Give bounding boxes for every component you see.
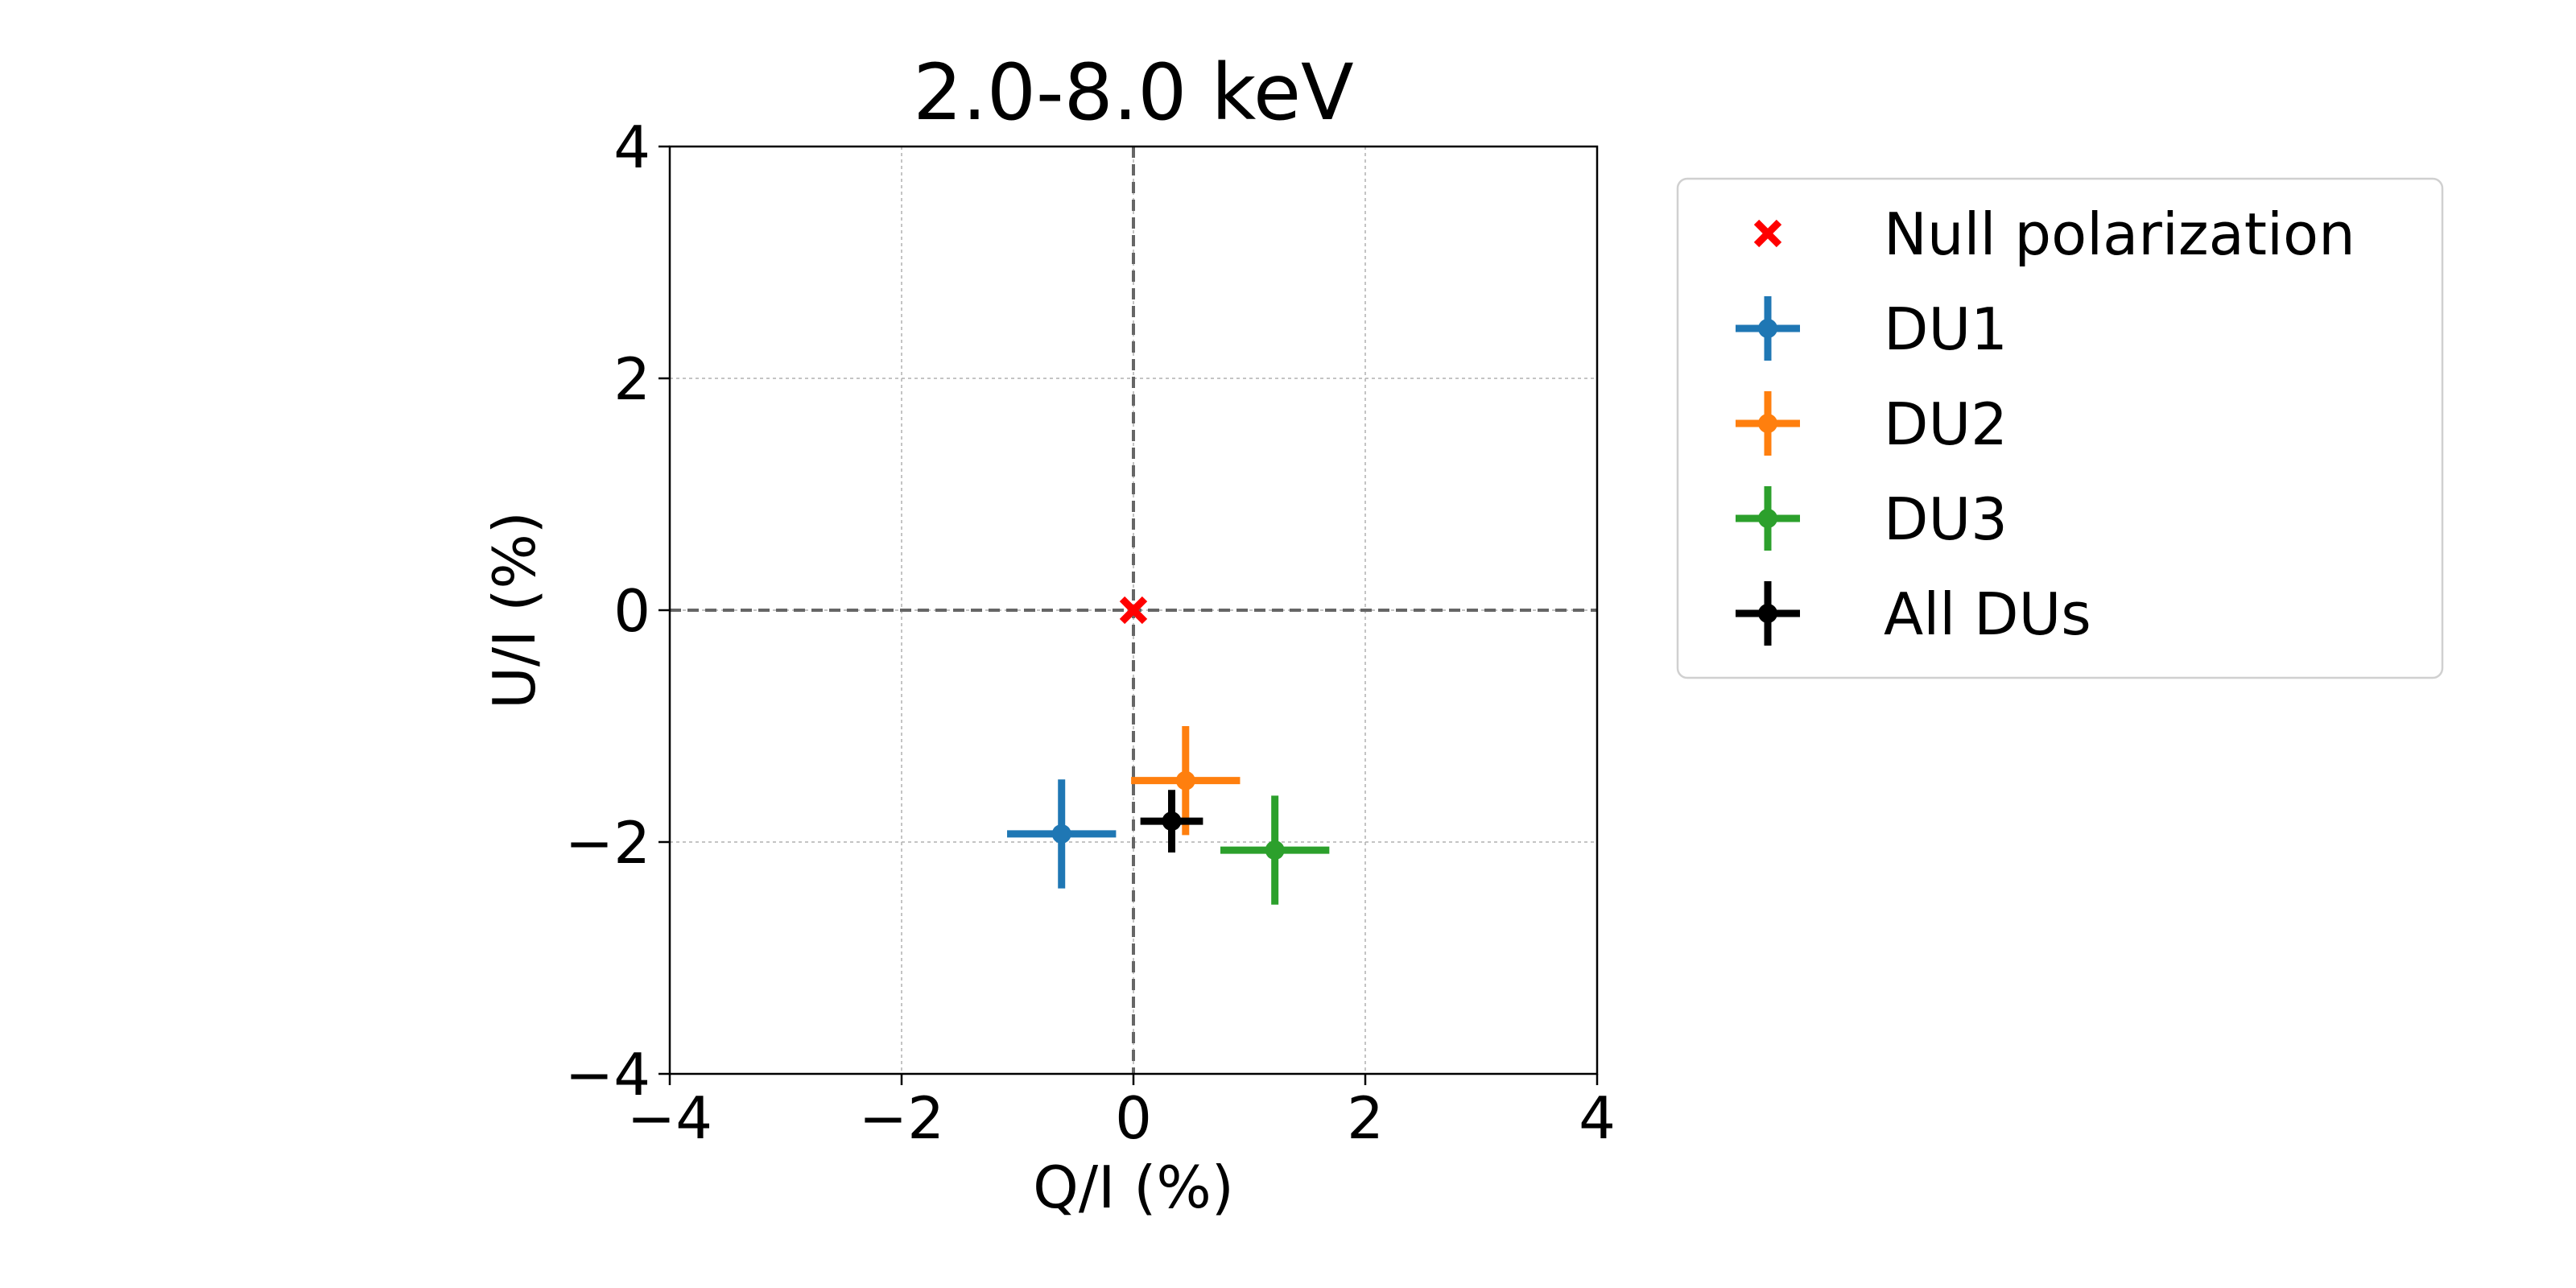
legend-item-du3: DU3 bbox=[1736, 485, 2008, 553]
data-point-null-polarization bbox=[1119, 596, 1148, 625]
point-marker bbox=[1265, 840, 1285, 861]
data-point-du1 bbox=[1007, 779, 1117, 889]
legend: Null polarization DU1 DU2 DU3 All DUs bbox=[1676, 177, 2444, 679]
x-tick-label: 0 bbox=[1115, 1084, 1152, 1152]
y-tick-label: −2 bbox=[565, 809, 650, 877]
point-marker bbox=[1175, 770, 1195, 791]
legend-swatch bbox=[1736, 581, 1800, 646]
legend-swatch-dot bbox=[1758, 414, 1777, 433]
point-marker bbox=[1051, 824, 1071, 844]
legend-label: DU3 bbox=[1884, 485, 2008, 553]
x-tick-label: −2 bbox=[859, 1084, 944, 1152]
data-point-du2 bbox=[1131, 726, 1241, 836]
legend-label: Null polarization bbox=[1884, 200, 2355, 268]
series-du1 bbox=[1007, 779, 1117, 889]
y-tick-label: −4 bbox=[565, 1041, 650, 1108]
chart-title: 2.0-8.0 keV bbox=[913, 47, 1353, 138]
x-tick-label: 2 bbox=[1347, 1084, 1384, 1152]
y-tick-label: 0 bbox=[613, 577, 650, 645]
series-du2 bbox=[1131, 726, 1241, 836]
legend-item-null-polarization: Null polarization bbox=[1753, 200, 2355, 268]
y-tick-label: 2 bbox=[613, 345, 650, 413]
x-tick-label: −4 bbox=[627, 1084, 712, 1152]
x-axis-label: Q/I (%) bbox=[1033, 1154, 1234, 1221]
legend-swatch bbox=[1736, 296, 1800, 361]
x-marker-stroke bbox=[1753, 219, 1782, 248]
point-marker bbox=[1162, 811, 1182, 832]
legend-item-du1: DU1 bbox=[1736, 295, 2008, 363]
data-point-du3 bbox=[1220, 795, 1330, 905]
legend-swatch-dot bbox=[1758, 604, 1777, 623]
legend-swatch-dot bbox=[1758, 509, 1777, 528]
y-tick-label: 4 bbox=[613, 114, 650, 181]
data-series bbox=[1007, 596, 1330, 905]
x-tick-label: 4 bbox=[1579, 1084, 1616, 1152]
series-null-polarization bbox=[1119, 596, 1148, 625]
series-all-dus bbox=[1140, 790, 1203, 852]
x-marker-stroke bbox=[1119, 596, 1148, 625]
series-du3 bbox=[1220, 795, 1330, 905]
axis-ticks: −4 −2 0 2 4 −4 −2 0 2 4 bbox=[565, 114, 1616, 1152]
y-axis-label: U/I (%) bbox=[481, 511, 548, 709]
legend-swatch bbox=[1753, 219, 1782, 248]
legend-item-du2: DU2 bbox=[1736, 390, 2008, 458]
legend-frame bbox=[1676, 177, 2444, 679]
legend-label: All DUs bbox=[1884, 580, 2091, 648]
legend-label: DU2 bbox=[1884, 390, 2008, 458]
data-point-all-dus bbox=[1140, 790, 1203, 852]
legend-swatch bbox=[1736, 391, 1800, 456]
legend-swatch bbox=[1736, 486, 1800, 551]
legend-label: DU1 bbox=[1884, 295, 2008, 363]
legend-swatch-dot bbox=[1758, 319, 1777, 338]
legend-item-all-dus: All DUs bbox=[1736, 580, 2091, 648]
